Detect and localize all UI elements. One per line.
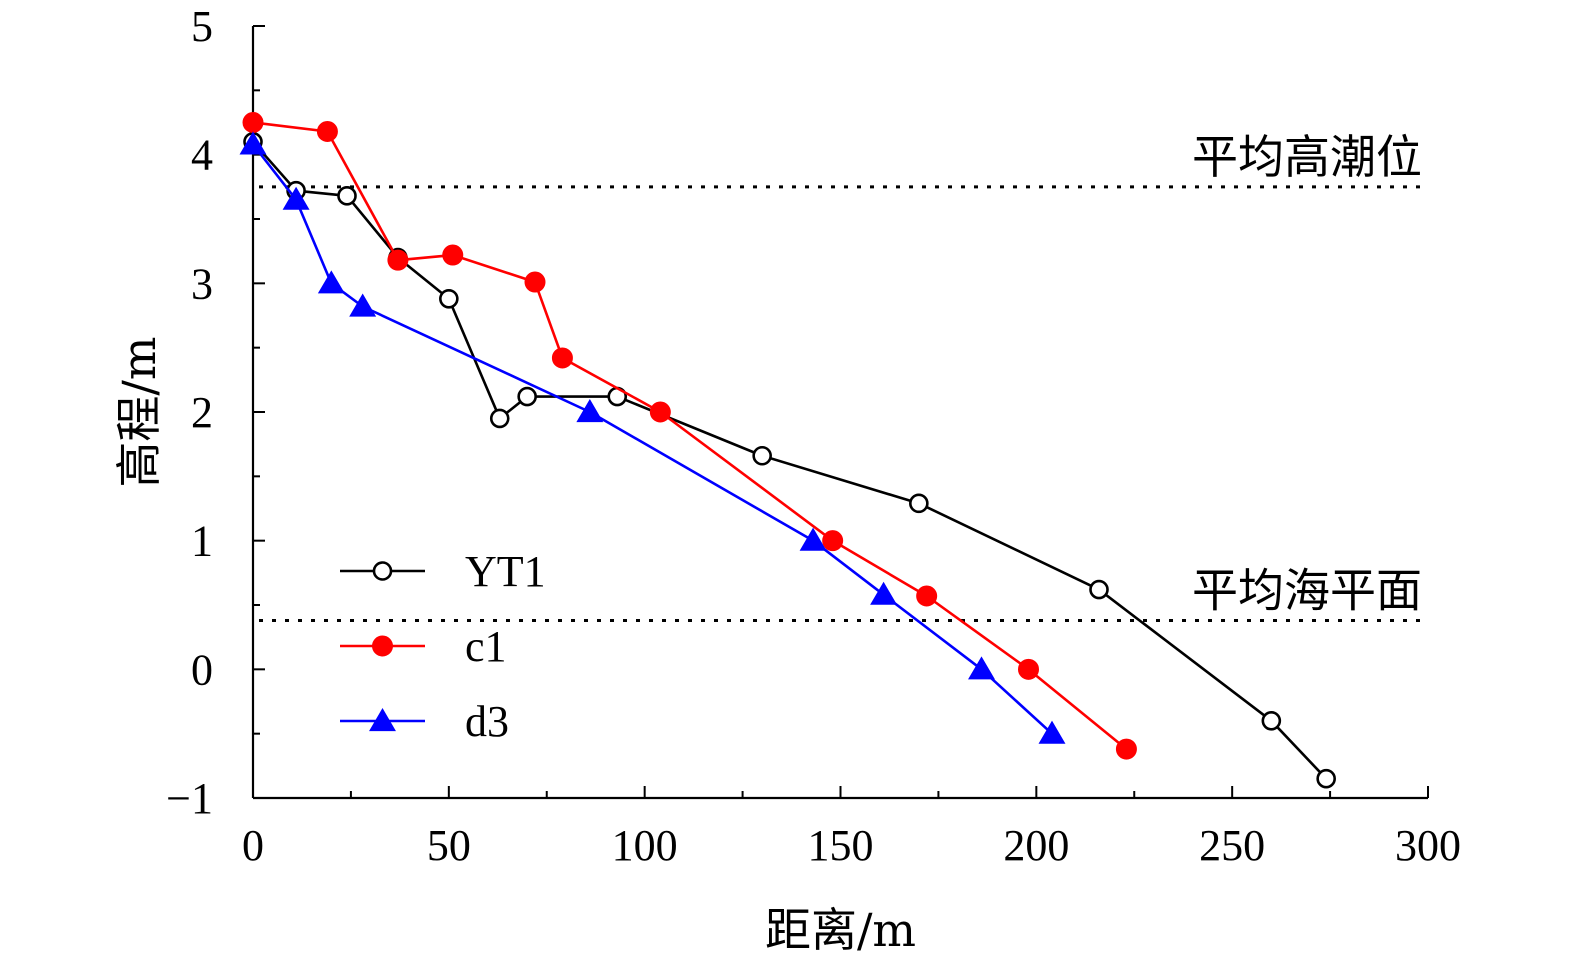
data-point-d3: [349, 293, 377, 317]
data-point-d3: [799, 527, 827, 551]
x-tick-label: 250: [1199, 821, 1265, 870]
data-point-d3: [239, 131, 267, 155]
x-tick-label: 300: [1395, 821, 1461, 870]
legend-item: d3: [340, 697, 509, 746]
y-tick-label: 4: [191, 131, 213, 180]
series-layer: [239, 112, 1336, 789]
series-d3: [239, 131, 1066, 744]
y-tick-label: 1: [191, 517, 213, 566]
data-point-d3: [968, 656, 995, 680]
data-point-YT1: [1089, 579, 1109, 600]
data-point-YT1: [1261, 710, 1282, 731]
y-tick-label: 2: [191, 388, 213, 437]
data-point-c1: [551, 347, 573, 369]
x-tick-label: 100: [612, 821, 678, 870]
data-point-c1: [649, 401, 671, 423]
legend-item: c1: [340, 622, 507, 671]
data-point-d3: [576, 399, 604, 423]
x-tick-label: 50: [427, 821, 471, 870]
data-point-c1: [316, 121, 338, 143]
y-tick-label: 0: [191, 645, 213, 694]
legend-label: YT1: [465, 547, 546, 596]
x-axis-title: 距离/m: [765, 903, 916, 957]
legend-label: d3: [465, 697, 509, 746]
reference-line-label: 平均海平面: [1192, 563, 1422, 617]
legend-item: YT1: [340, 547, 546, 596]
data-point-c1: [524, 271, 546, 293]
ticks: 0 50 100 150 200 250 300 −1 0 1 2 3 4 5: [166, 2, 1461, 870]
data-point-d3: [1038, 720, 1066, 744]
data-point-c1: [387, 249, 409, 271]
data-point-c1: [822, 530, 844, 552]
x-tick-label: 200: [1003, 821, 1069, 870]
data-point-d3: [870, 581, 898, 605]
data-point-YT1: [1316, 768, 1336, 789]
data-point-c1: [242, 112, 264, 133]
data-point-c1: [1018, 658, 1039, 680]
data-point-YT1: [337, 186, 357, 206]
data-point-d3: [317, 270, 345, 294]
series-line-YT1: [252, 140, 1328, 780]
legend: YT1 c1 d3: [340, 547, 546, 746]
data-point-d3: [282, 186, 310, 210]
legend-marker: [372, 561, 393, 581]
legend-marker: [369, 708, 396, 732]
series-c1: [242, 112, 1137, 760]
legend-marker: [372, 635, 393, 657]
data-point-YT1: [439, 288, 459, 309]
data-point-c1: [442, 244, 464, 266]
reference-line-label: 平均高潮位: [1192, 130, 1422, 184]
data-point-YT1: [909, 493, 929, 514]
x-tick-label: 150: [808, 821, 874, 870]
y-tick-label: 5: [191, 2, 213, 51]
data-point-YT1: [517, 386, 537, 407]
x-tick-label: 0: [242, 821, 264, 870]
y-tick-label: −1: [166, 774, 213, 823]
data-point-YT1: [752, 445, 772, 466]
data-point-c1: [916, 585, 938, 607]
y-axis-title: 高程/m: [112, 336, 166, 487]
series-YT1: [243, 132, 1336, 789]
data-point-YT1: [489, 408, 510, 429]
legend-label: c1: [465, 622, 507, 671]
data-point-c1: [1115, 738, 1137, 760]
y-tick-label: 3: [191, 259, 213, 308]
